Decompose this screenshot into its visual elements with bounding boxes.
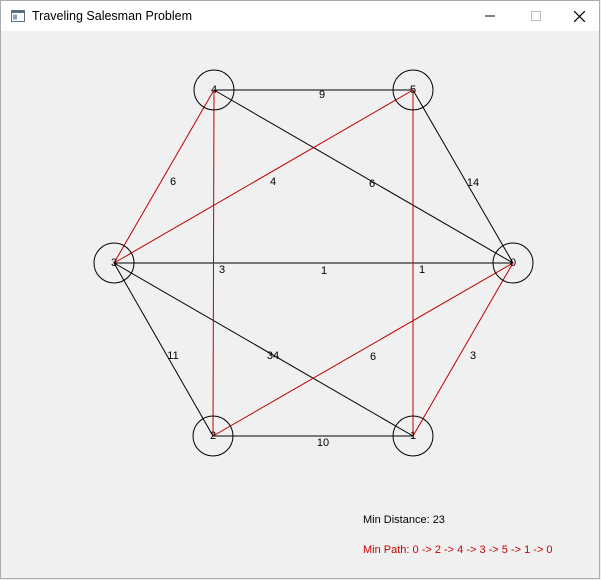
edge-weight-label-5-0: 14	[467, 177, 479, 189]
edge-weight-label-4-2: 3	[219, 264, 225, 276]
path-edge-4-2	[212, 89, 215, 437]
edge-3-2	[113, 262, 214, 437]
edge-weight-label-1-0: 3	[470, 350, 476, 362]
path-edge-1-0	[412, 262, 514, 437]
node-label-3: 3	[111, 257, 117, 269]
min-distance-text: Min Distance: 23	[363, 514, 445, 526]
window-title: Traveling Salesman Problem	[32, 9, 193, 23]
path-edge-3-5	[113, 89, 414, 264]
node-circle-1	[392, 415, 434, 457]
path-layer	[113, 89, 514, 437]
node-circle-3	[93, 242, 135, 284]
maximize-icon	[531, 11, 541, 21]
edge-weight-label-5-1: 1	[419, 264, 425, 276]
node-label-1: 1	[410, 430, 416, 442]
maximize-button[interactable]	[513, 1, 559, 31]
node-label-5: 5	[410, 84, 416, 96]
node-circle-0	[492, 242, 534, 284]
edge-5-0	[412, 89, 514, 264]
node-circle-2	[192, 415, 234, 457]
edge-weight-label-3-1: 34	[267, 350, 279, 362]
edge-weight-label-3-2: 11	[167, 350, 178, 362]
node-label-2: 2	[210, 430, 216, 442]
node-circle-4	[193, 69, 235, 111]
edge-weight-label-3-0: 1	[321, 265, 327, 277]
edge-layer	[113, 89, 514, 437]
edge-weight-label-2-0: 6	[370, 351, 376, 363]
edge-weight-label-4-5: 9	[319, 89, 325, 101]
path-edge-4-3	[113, 89, 215, 264]
edge-label-layer: 96 4 6 143 1 111 34 6 310	[167, 89, 479, 449]
node-label-0: 0	[510, 257, 516, 269]
close-button[interactable]	[556, 1, 601, 31]
edge-3-1	[113, 262, 414, 437]
close-icon	[573, 10, 585, 22]
edge-4-0	[213, 89, 514, 264]
edge-weight-label-4-3: 6	[170, 176, 176, 188]
edge-weight-label-3-5: 4	[270, 176, 276, 188]
window-app-icon	[11, 10, 25, 22]
edge-weight-label-4-0: 6	[369, 178, 375, 190]
path-edge-2-0	[212, 262, 514, 437]
node-circle-5	[392, 69, 434, 111]
title-bar[interactable]: Traveling Salesman Problem	[1, 1, 599, 31]
min-path-text: Min Path: 0 -> 2 -> 4 -> 3 -> 5 -> 1 -> …	[363, 544, 553, 556]
edge-weight-label-2-1: 10	[317, 437, 329, 449]
minimize-icon	[485, 15, 495, 17]
node-label-4: 4	[211, 84, 217, 96]
minimize-button[interactable]	[467, 1, 513, 31]
